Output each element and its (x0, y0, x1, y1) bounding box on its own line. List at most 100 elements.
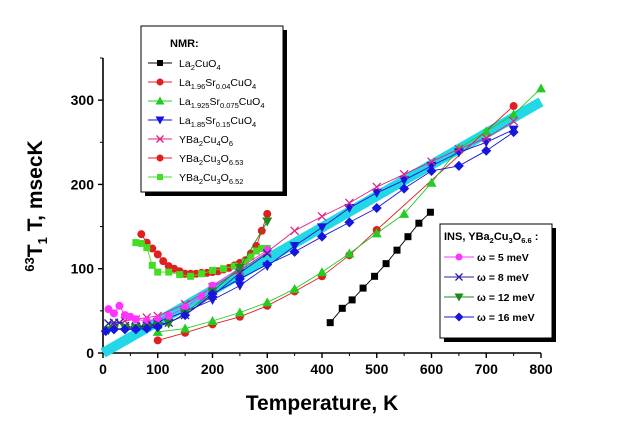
point-lsco0075-12 (481, 126, 492, 136)
legend-nmr-marker-ybco653 (156, 154, 164, 162)
point-la2cuo4-0 (326, 319, 334, 327)
point-ybco652-7 (187, 272, 195, 280)
point-ybco652-6 (176, 271, 184, 279)
x-tick-label-4: 400 (310, 361, 334, 377)
y-tick-label-1: 100 (71, 261, 95, 277)
legend-ins-title-part-1: 2 (490, 236, 494, 245)
point-ybco652-10 (219, 265, 227, 273)
legend-nmr-label-ybco6-part-5: 6 (229, 139, 233, 148)
legend-nmr-label-ybco652-part-1: 2 (199, 177, 203, 186)
legend-nmr-label-ybco6-part-1: 2 (199, 139, 203, 148)
point-lsco004-0 (153, 336, 162, 345)
legend-nmr-marker-ybco652 (157, 174, 163, 180)
legend-nmr-label-lsco0075-part-3: 0.075 (220, 101, 239, 110)
point-ybco653-4 (159, 257, 168, 266)
legend-nmr-marker-lsco004 (156, 78, 164, 86)
point-ins16-3 (130, 324, 141, 335)
point-lsco0075-7 (344, 248, 355, 258)
legend-nmr-label-lsco0075-part-0: La (179, 96, 191, 108)
point-lsco0075-8 (371, 228, 382, 238)
point-ybco652-1 (137, 239, 145, 247)
point-ins5-1 (109, 309, 118, 318)
legend-nmr-label-lsco004-part-5: 4 (252, 82, 256, 91)
point-ybco652-13 (247, 253, 255, 261)
legend-nmr-label-la2cuo4-part-2: CuO (195, 58, 217, 70)
legend-nmr-label-lsco0075-part-2: Sr (209, 96, 220, 108)
legend-ins-label-ins16: ω = 16 meV (477, 312, 535, 324)
point-la2cuo4-9 (426, 208, 434, 216)
y-title-sup: 63 (22, 257, 37, 271)
legend-nmr-label-la2cuo4-part-3: 4 (216, 63, 220, 72)
point-ybco652-3 (148, 261, 156, 269)
legend-nmr-label-ybco652-part-5: 6.52 (229, 177, 244, 186)
point-ins5-10 (197, 292, 206, 301)
legend-ins-label-ins5: ω = 5 meV (477, 252, 529, 264)
legend-nmr-label-la2cuo4-part-1: 2 (191, 63, 195, 72)
point-ybco652-5 (165, 268, 173, 276)
point-la2cuo4-1 (338, 304, 346, 312)
point-lsco015-5 (289, 241, 300, 251)
x-tick-label-3: 300 (256, 361, 280, 377)
legend-nmr-label-ybco6-part-4: O (221, 134, 229, 146)
legend-nmr: NMR:La2CuO4La1.96Sr0.04CuO4La1.925Sr0.07… (140, 25, 287, 196)
point-lsco0075-6 (317, 267, 327, 277)
legend-nmr-title: NMR: (170, 38, 199, 50)
point-ins16-7 (207, 289, 218, 299)
point-lsco0075-4 (262, 297, 273, 307)
y-title-main: T (24, 244, 47, 257)
point-la2cuo4-2 (348, 296, 356, 304)
point-la2cuo4-7 (404, 233, 412, 241)
series-line-la2cuo4 (329, 211, 431, 323)
ticks-group: 0 100 200 300 400 500 600 700 800 0 100 200 300 (71, 57, 553, 377)
point-ybco652-14 (252, 247, 260, 255)
legend-ins-title-part-6: : (532, 231, 539, 243)
point-ybco6-11 (344, 198, 354, 208)
point-lsco0075-13 (508, 109, 519, 119)
legend-nmr-marker-ybco6 (156, 135, 164, 143)
x-tick-label-8: 800 (529, 361, 553, 377)
legend-ins-marker-ins5 (455, 253, 463, 261)
y-title-sub: 1 (35, 237, 50, 244)
point-lsco0075-10 (426, 177, 437, 187)
point-ybco653-3 (153, 250, 162, 259)
legend-nmr-label-lsco004-part-3: 0.04 (216, 82, 231, 91)
legend-nmr-label-la2cuo4-part-0: La (179, 58, 191, 70)
point-ybco6-14 (427, 157, 436, 167)
series-group (100, 83, 546, 345)
point-ins16-6 (180, 310, 191, 321)
point-lsco0075-5 (289, 283, 300, 293)
legend-ins-marker-ins16 (454, 312, 464, 322)
legend-nmr-label-lsco015-part-1: 1.85 (191, 120, 206, 129)
point-la2cuo4-8 (415, 219, 423, 227)
point-lsco0075-1 (180, 323, 191, 333)
legend-nmr-marker-la2cuo4 (157, 60, 163, 66)
point-ybco652-0 (132, 239, 140, 247)
legend-nmr-label-lsco004: La1.96Sr0.04CuO4 (179, 77, 256, 91)
legend-ins-title-part-3: 3 (509, 236, 513, 245)
x-tick-label-0: 0 (99, 361, 107, 377)
point-ins5-8 (164, 311, 173, 320)
legend-nmr-label-ybco653-part-1: 2 (199, 158, 203, 167)
point-ybco6-12 (372, 182, 382, 192)
legend-nmr-label-lsco015-part-2: Sr (205, 115, 216, 127)
legend-nmr-label-lsco0075-part-4: CuO (239, 96, 261, 108)
point-ybco652-15 (258, 244, 266, 252)
legend-nmr-label-la2cuo4: La2CuO4 (179, 58, 221, 72)
legend-ins-marker-ins12 (454, 293, 464, 302)
legend-nmr-label-ybco652-part-2: Cu (203, 172, 217, 184)
legend-nmr-label-ybco6: YBa2Cu4O6 (179, 134, 233, 148)
point-ins16-17 (481, 145, 492, 156)
legend-ins-title-part-5: 6.6 (521, 236, 531, 245)
legend-nmr-marker-lsco015 (155, 116, 165, 125)
x-tick-label-1: 100 (146, 361, 170, 377)
legend-nmr-label-ybco652-part-4: O (221, 172, 229, 184)
legend-nmr-label-ybco653-part-0: YBa (179, 153, 199, 165)
point-ybco653-23 (263, 209, 272, 218)
legend-ins-marker-ins8 (455, 273, 463, 281)
point-ins5-2 (115, 301, 124, 310)
legend-ins-label-ins8: ω = 8 meV (477, 272, 529, 284)
legend-nmr-label-lsco0075-part-1: 1.925 (191, 101, 210, 110)
point-ins16-5 (152, 321, 163, 332)
